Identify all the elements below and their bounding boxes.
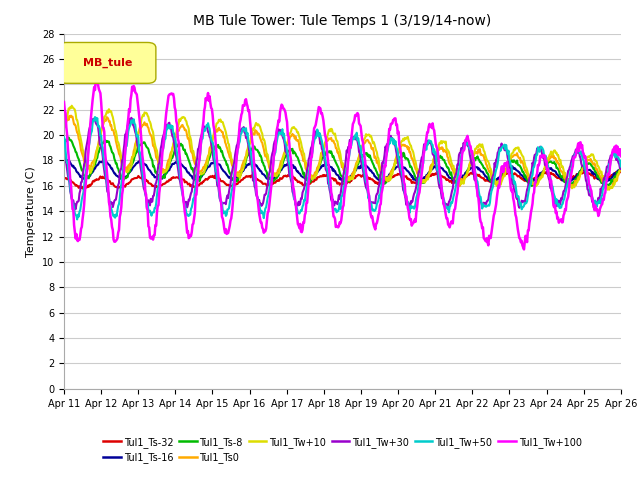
FancyBboxPatch shape <box>58 42 156 84</box>
Y-axis label: Temperature (C): Temperature (C) <box>26 166 36 257</box>
Text: MB_tule: MB_tule <box>83 58 132 68</box>
Legend: Tul1_Ts-32, Tul1_Ts-16, Tul1_Ts-8, Tul1_Ts0, Tul1_Tw+10, Tul1_Tw+30, Tul1_Tw+50,: Tul1_Ts-32, Tul1_Ts-16, Tul1_Ts-8, Tul1_… <box>99 433 586 467</box>
Title: MB Tule Tower: Tule Temps 1 (3/19/14-now): MB Tule Tower: Tule Temps 1 (3/19/14-now… <box>193 14 492 28</box>
